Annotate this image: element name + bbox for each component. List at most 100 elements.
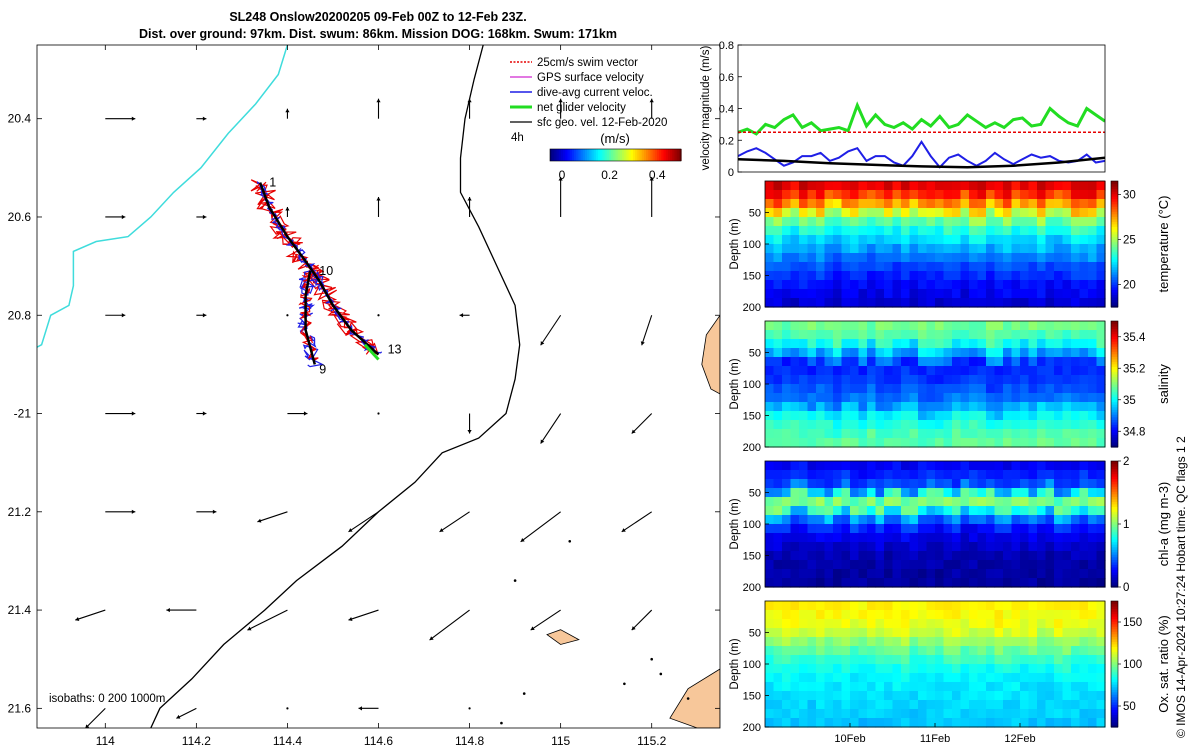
section-cell-chlorophyll-31-13: [1028, 578, 1038, 588]
section-cell-oxygen-38-8: [1088, 673, 1098, 683]
section-cell-temperature-34-9: [1054, 262, 1064, 272]
section-cell-salinity-38-12: [1088, 429, 1098, 439]
section-cell-salinity-22-2: [952, 339, 962, 349]
section-cell-salinity-34-11: [1054, 420, 1064, 430]
section-cell-salinity-12-13: [867, 438, 877, 448]
section-cell-temperature-39-10: [1096, 271, 1106, 281]
sfc-vector-shaft-34: [621, 511, 653, 533]
section-cell-oxygen-3-7: [790, 664, 800, 674]
section-cell-oxygen-25-10: [977, 691, 987, 701]
section-cell-chlorophyll-16-10: [901, 551, 911, 561]
section-cell-chlorophyll-22-2: [952, 479, 962, 489]
section-cbar-cell-salinity-14: [1111, 409, 1118, 413]
section-cell-oxygen-36-0: [1071, 601, 1081, 611]
section-cell-salinity-8-12: [833, 429, 843, 439]
section-cell-temperature-31-12: [1028, 289, 1038, 299]
section-cell-oxygen-30-10: [1020, 691, 1030, 701]
section-cell-chlorophyll-32-10: [1037, 551, 1047, 561]
section-cell-temperature-9-6: [841, 235, 851, 245]
section-cell-temperature-32-5: [1037, 226, 1047, 236]
land-patch-1: [669, 668, 720, 728]
section-cell-salinity-0-2: [765, 339, 775, 349]
section-cell-temperature-39-4: [1096, 217, 1106, 227]
velocity-ytick-label-1: 0.2: [719, 135, 734, 147]
section-cell-salinity-18-5: [918, 366, 928, 376]
section-cbar-cell-salinity-13: [1111, 411, 1118, 415]
section-cell-oxygen-38-5: [1088, 646, 1098, 656]
section-cell-salinity-24-4: [969, 357, 979, 367]
section-cell-temperature-21-7: [943, 244, 953, 254]
section-cell-oxygen-20-3: [935, 628, 945, 638]
legend-sfc-label: sfc geo. vel. 12-Feb-2020: [537, 117, 667, 129]
section-cell-salinity-8-2: [833, 339, 843, 349]
section-cell-oxygen-15-8: [892, 673, 902, 683]
section-cell-temperature-24-7: [969, 244, 979, 254]
section-cell-salinity-25-2: [977, 339, 987, 349]
section-cell-oxygen-9-7: [841, 664, 851, 674]
section-cbar-cell-temperature-32: [1111, 223, 1118, 227]
section-cell-chlorophyll-4-4: [799, 497, 809, 507]
section-cell-oxygen-30-8: [1020, 673, 1030, 683]
section-cell-temperature-14-10: [884, 271, 894, 281]
section-cell-salinity-7-7: [824, 384, 834, 394]
section-cell-chlorophyll-25-0: [977, 461, 987, 471]
section-cell-oxygen-9-13: [841, 718, 851, 728]
section-cell-temperature-34-2: [1054, 199, 1064, 209]
section-cell-chlorophyll-4-9: [799, 542, 809, 552]
section-cell-chlorophyll-39-10: [1096, 551, 1106, 561]
section-cell-chlorophyll-29-11: [1011, 560, 1021, 570]
section-cell-oxygen-31-9: [1028, 682, 1038, 692]
section-cell-chlorophyll-34-12: [1054, 569, 1064, 579]
section-cell-chlorophyll-23-1: [960, 470, 970, 480]
section-cell-chlorophyll-27-11: [994, 560, 1004, 570]
section-cell-salinity-25-11: [977, 420, 987, 430]
section-cbar-tick-label-chlorophyll-1: 1: [1123, 519, 1129, 531]
section-cell-chlorophyll-27-6: [994, 515, 1004, 525]
section-cell-chlorophyll-34-11: [1054, 560, 1064, 570]
section-cell-temperature-30-10: [1020, 271, 1030, 281]
section-cell-salinity-29-10: [1011, 411, 1021, 421]
section-cell-salinity-15-12: [892, 429, 902, 439]
section-cell-oxygen-27-10: [994, 691, 1004, 701]
section-cell-temperature-5-5: [807, 226, 817, 236]
section-cell-temperature-5-10: [807, 271, 817, 281]
section-cbar-cell-temperature-35: [1111, 216, 1118, 220]
section-cell-salinity-1-9: [773, 402, 783, 412]
sfc-vector-head-5: [558, 98, 563, 103]
section-cell-oxygen-2-7: [782, 664, 792, 674]
section-cell-oxygen-35-8: [1062, 673, 1072, 683]
copyright-text: © IMOS 14-Apr-2024 10:27:24 Hobart time.…: [1174, 436, 1188, 738]
section-cell-salinity-17-13: [909, 438, 919, 448]
section-cell-salinity-34-1: [1054, 330, 1064, 340]
section-cell-temperature-26-12: [986, 289, 996, 299]
section-cell-chlorophyll-7-12: [824, 569, 834, 579]
section-cell-temperature-38-13: [1088, 298, 1098, 308]
section-cell-salinity-9-12: [841, 429, 851, 439]
section-cell-chlorophyll-19-7: [926, 524, 936, 534]
section-cell-temperature-2-8: [782, 253, 792, 263]
section-cell-salinity-39-12: [1096, 429, 1106, 439]
section-cell-salinity-21-10: [943, 411, 953, 421]
section-cell-temperature-29-11: [1011, 280, 1021, 290]
section-cell-temperature-27-9: [994, 262, 1004, 272]
section-cell-temperature-6-12: [816, 289, 826, 299]
section-cell-oxygen-22-4: [952, 637, 962, 647]
section-cell-salinity-27-6: [994, 375, 1004, 385]
section-cell-temperature-19-1: [926, 190, 936, 200]
section-cell-salinity-20-4: [935, 357, 945, 367]
section-cell-oxygen-17-3: [909, 628, 919, 638]
section-cell-oxygen-2-11: [782, 700, 792, 710]
sfc-vector-29: [196, 509, 217, 514]
section-cbar-cell-oxygen-10: [1111, 699, 1118, 703]
section-cell-chlorophyll-20-2: [935, 479, 945, 489]
section-cell-salinity-27-12: [994, 429, 1004, 439]
sfc-vector-17: [377, 314, 380, 317]
section-cbar-cell-oxygen-25: [1111, 661, 1118, 665]
section-cell-chlorophyll-20-0: [935, 461, 945, 471]
section-cell-chlorophyll-11-3: [858, 488, 868, 498]
section-cell-oxygen-0-11: [765, 700, 775, 710]
section-cell-salinity-37-2: [1079, 339, 1089, 349]
section-cbar-cell-temperature-49: [1111, 181, 1118, 185]
section-cell-oxygen-2-8: [782, 673, 792, 683]
section-cell-salinity-29-4: [1011, 357, 1021, 367]
